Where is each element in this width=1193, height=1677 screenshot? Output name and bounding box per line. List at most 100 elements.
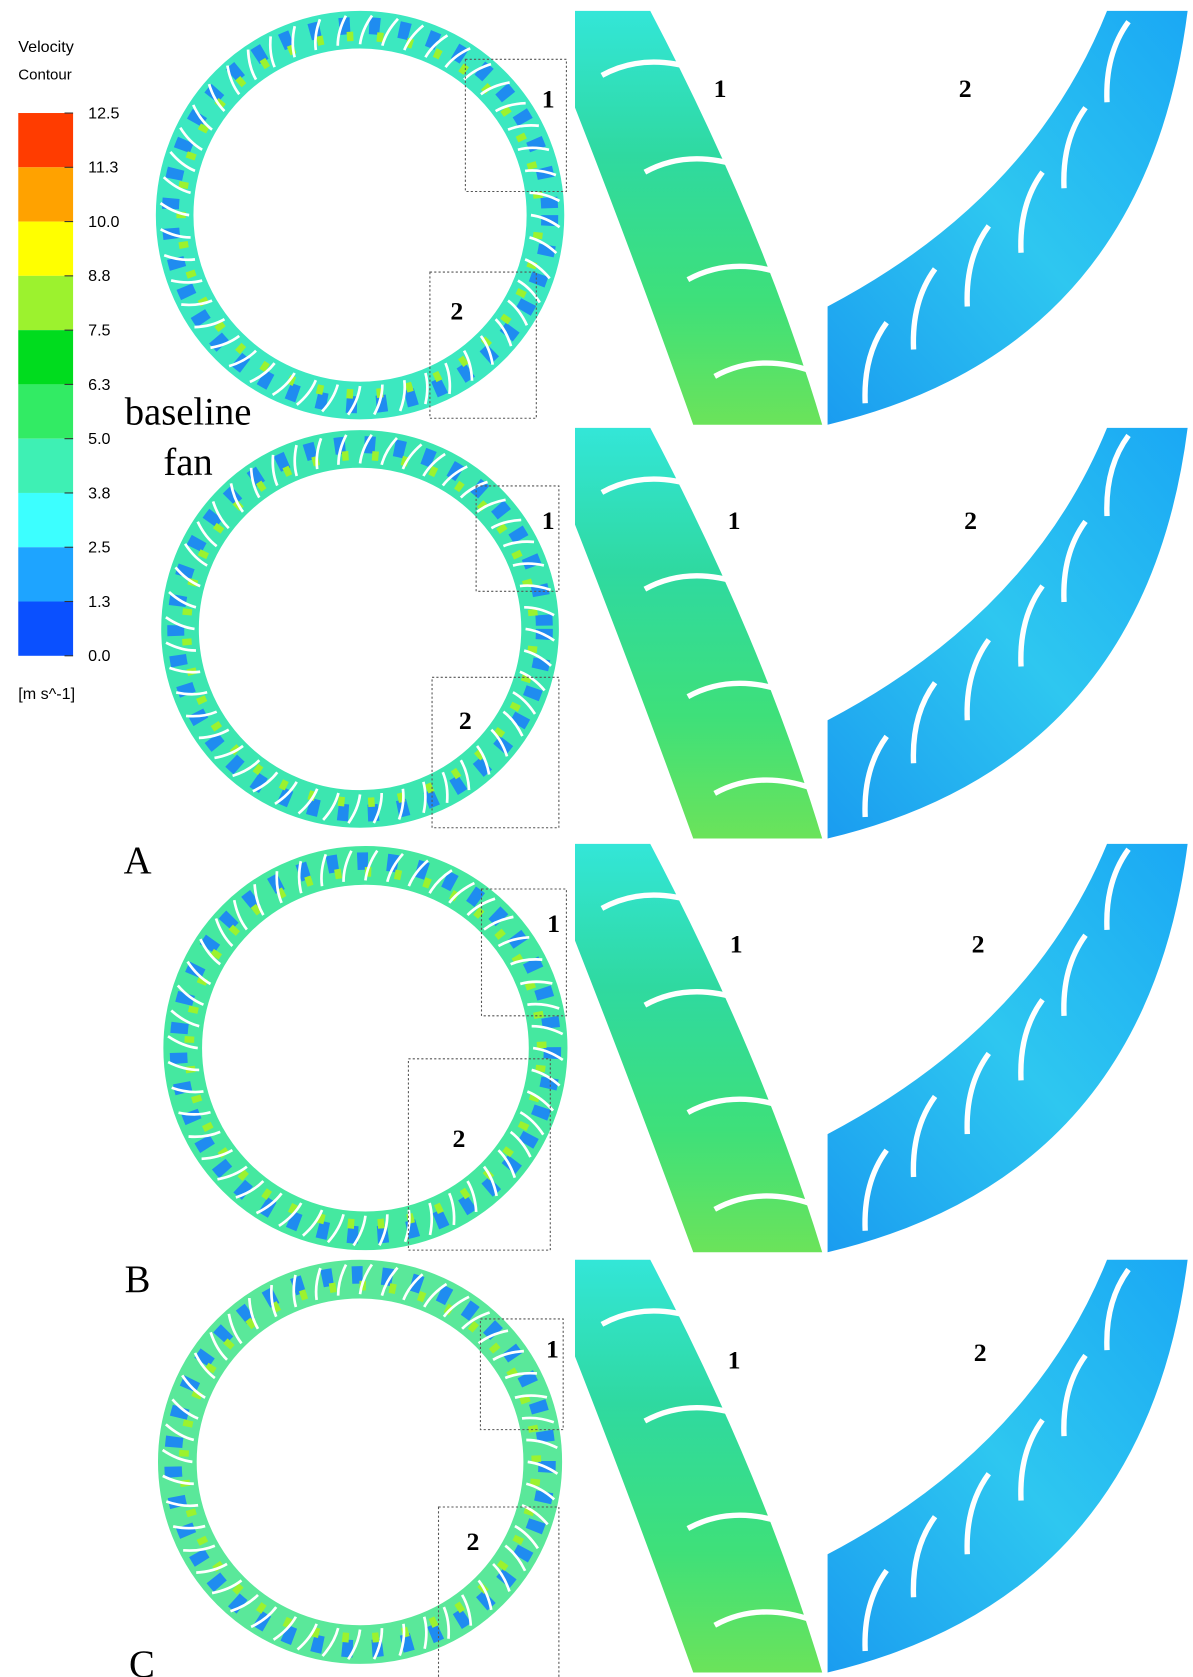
legend-band <box>18 167 74 222</box>
zoom-label: 2 <box>972 929 985 958</box>
zoom-panel-2 <box>827 843 1188 1253</box>
blade <box>297 788 319 815</box>
blade <box>296 1623 318 1651</box>
ring-flow <box>164 1266 556 1658</box>
blade <box>490 518 522 530</box>
zoom-label: 2 <box>964 506 977 535</box>
blade <box>162 1474 194 1486</box>
zoom-blade <box>964 638 991 721</box>
blade <box>519 980 553 986</box>
blade <box>525 1482 556 1501</box>
blade <box>466 897 496 917</box>
zoom-box <box>480 888 567 1017</box>
blade <box>194 317 226 329</box>
blade <box>358 1263 374 1295</box>
blade <box>293 444 299 477</box>
zoom-blade <box>600 59 700 78</box>
blade <box>252 771 279 793</box>
box-label: 1 <box>542 506 555 535</box>
zoom-blade <box>910 1515 938 1598</box>
zoom-blade <box>964 1472 991 1555</box>
zoom-box <box>437 1506 560 1677</box>
zoom-panel-2 <box>827 10 1188 425</box>
zoom-blade <box>910 681 938 764</box>
legend-tick-label: 3.8 <box>88 484 110 502</box>
zoom-blade <box>862 734 889 818</box>
blade <box>517 146 550 152</box>
ring-flow <box>178 1280 542 1643</box>
blade <box>442 1295 470 1318</box>
blade <box>524 258 551 280</box>
zoom-blade <box>1061 519 1088 603</box>
blade <box>209 1331 228 1361</box>
blade <box>476 745 491 775</box>
blade <box>519 1111 545 1136</box>
blade <box>196 1562 228 1574</box>
box-label: 2 <box>466 1527 479 1556</box>
blade <box>507 124 539 131</box>
blade <box>398 380 407 412</box>
blade <box>352 1215 367 1247</box>
zoom-blade <box>862 321 889 404</box>
row-label: fan <box>163 442 212 484</box>
zoom-blade <box>910 1094 938 1178</box>
zoom-blade <box>600 1308 700 1327</box>
legend-tick-label: 11.3 <box>88 159 118 177</box>
blade <box>397 788 405 820</box>
blade <box>336 1263 348 1296</box>
blade <box>336 15 348 46</box>
zoom-blade <box>713 777 813 796</box>
legend-band <box>18 384 74 439</box>
blade <box>174 566 201 588</box>
blade <box>526 1090 555 1112</box>
blade <box>198 728 230 740</box>
blade <box>171 1398 199 1420</box>
blade <box>502 710 524 737</box>
zoom-label: 1 <box>730 929 743 958</box>
zoom-blade <box>910 267 938 350</box>
blade <box>167 1035 198 1050</box>
blade <box>159 202 190 217</box>
zoom-panel-1 <box>575 1259 823 1673</box>
blade <box>442 1606 451 1639</box>
blade <box>523 649 552 667</box>
zoom-blade <box>713 1193 813 1212</box>
blade <box>476 498 506 513</box>
blade <box>210 334 241 350</box>
zoom-blade <box>686 1512 786 1531</box>
zoom-blade <box>713 1609 813 1628</box>
blade <box>527 1460 559 1475</box>
blade <box>314 18 322 51</box>
blade <box>444 362 452 395</box>
blade <box>175 690 208 696</box>
legend-tick-label: 6.3 <box>88 376 110 394</box>
blade <box>163 253 196 262</box>
blade <box>165 641 196 652</box>
box-label: 1 <box>547 909 560 938</box>
blade <box>165 616 195 631</box>
blade <box>164 1423 195 1442</box>
blade <box>268 36 276 68</box>
blade <box>314 1267 322 1301</box>
zoom-blade <box>1104 1267 1131 1351</box>
blade <box>482 1165 498 1197</box>
zoom-blade <box>686 680 786 699</box>
blade <box>246 49 258 81</box>
blade <box>380 437 398 466</box>
blade <box>321 1627 340 1657</box>
blade <box>162 176 191 195</box>
blade <box>497 935 530 948</box>
blade <box>507 299 529 326</box>
blade <box>422 781 427 814</box>
zoom-blade <box>1104 847 1131 930</box>
blade <box>183 543 208 567</box>
zoom-blade <box>964 224 991 307</box>
blade <box>227 1313 243 1345</box>
legend-unit: [m s^-1] <box>18 685 75 703</box>
blade <box>255 1192 283 1215</box>
blade <box>386 853 404 883</box>
zoom-panel-2 <box>827 1259 1188 1673</box>
legend-band <box>18 601 74 656</box>
blade <box>459 759 471 791</box>
